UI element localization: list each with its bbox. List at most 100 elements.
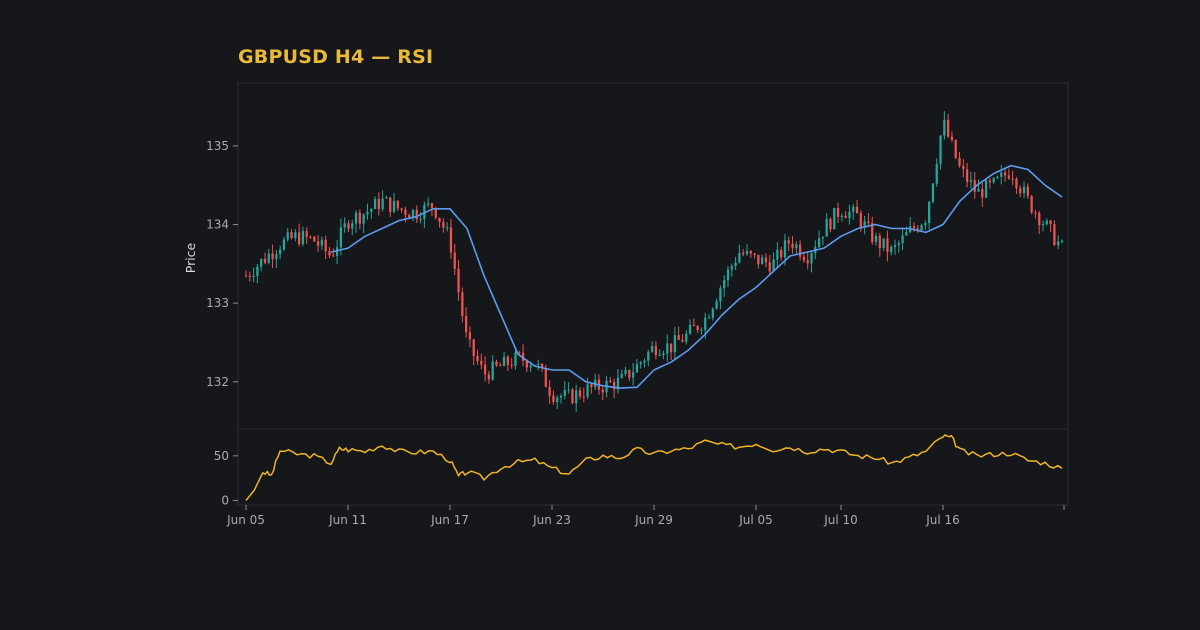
candle [548, 380, 551, 404]
candle [726, 266, 730, 288]
candle [286, 228, 289, 242]
candle [844, 211, 847, 219]
candle [411, 209, 415, 222]
candle [335, 240, 339, 264]
candle [768, 254, 771, 276]
candle [590, 383, 593, 394]
candle [677, 326, 680, 341]
candle [552, 390, 555, 405]
candle [616, 369, 620, 394]
candle [613, 378, 616, 399]
candle [772, 252, 775, 273]
candle [480, 353, 483, 370]
xtick-label: Jul 10 [823, 513, 858, 527]
candle [491, 355, 494, 381]
candle [328, 247, 331, 258]
candle [650, 341, 654, 353]
candle [370, 207, 373, 220]
candle [798, 240, 802, 261]
moving-average-line [330, 164, 1063, 389]
candle [324, 235, 327, 260]
candle [916, 224, 919, 233]
candle [248, 271, 251, 282]
candle [1053, 220, 1056, 247]
candle [852, 203, 855, 220]
candle [1030, 194, 1033, 215]
rsi-panel-frame [237, 428, 1069, 506]
candle [984, 178, 988, 199]
candle [354, 210, 358, 233]
candle [977, 179, 980, 192]
candle [730, 263, 733, 277]
candle [787, 236, 790, 251]
candle [749, 249, 752, 258]
candle [867, 212, 870, 226]
candle [1003, 167, 1007, 182]
candle [962, 159, 965, 178]
candle [931, 182, 935, 204]
price-ytick-label: 135 [206, 139, 229, 153]
candle [669, 343, 673, 361]
candle [958, 151, 961, 168]
candle [446, 222, 449, 232]
xtick-label: Jul 16 [925, 513, 960, 527]
candle [882, 238, 885, 251]
candle [483, 356, 487, 382]
candle [453, 243, 456, 276]
candle [673, 327, 677, 360]
candle [635, 359, 639, 373]
candle [347, 220, 350, 233]
candle [309, 235, 312, 239]
candle [871, 216, 874, 245]
candle [643, 358, 646, 368]
candle [947, 114, 950, 138]
candle [969, 171, 973, 189]
candle [965, 162, 969, 188]
candle [502, 351, 506, 367]
candle [1007, 168, 1010, 180]
candle [609, 377, 612, 383]
candle [499, 362, 502, 367]
candle [821, 236, 825, 246]
candle [1057, 235, 1060, 250]
candle [556, 395, 559, 410]
candle [1034, 209, 1037, 219]
candle [438, 217, 441, 228]
candle [461, 287, 464, 323]
candle [427, 197, 430, 208]
candle [298, 223, 301, 247]
candle [476, 349, 479, 365]
candle [681, 334, 684, 343]
candle [855, 200, 859, 214]
candle [700, 327, 703, 335]
candle [578, 387, 582, 400]
candle [290, 229, 293, 240]
candle [256, 263, 259, 284]
price-ylabel: Price [183, 242, 198, 273]
candle [449, 218, 453, 259]
candle [897, 240, 900, 253]
candle [928, 200, 931, 230]
candle [742, 248, 745, 257]
candle [685, 330, 688, 345]
candle [567, 382, 570, 394]
candle [624, 366, 627, 377]
candle [260, 258, 263, 272]
candle [761, 254, 764, 265]
rsi-line [245, 434, 1063, 501]
candle [954, 139, 957, 160]
candle [396, 200, 399, 212]
candle [1019, 185, 1022, 198]
xtick-label: Jun 29 [634, 513, 673, 527]
candle [472, 338, 475, 366]
xtick-label: Jun 05 [226, 513, 265, 527]
candle [692, 318, 695, 327]
candle [252, 267, 255, 283]
candle [305, 227, 308, 244]
candle [840, 213, 844, 222]
candle [878, 232, 881, 257]
candle [943, 111, 946, 140]
candle [487, 370, 491, 384]
candle [806, 250, 809, 270]
